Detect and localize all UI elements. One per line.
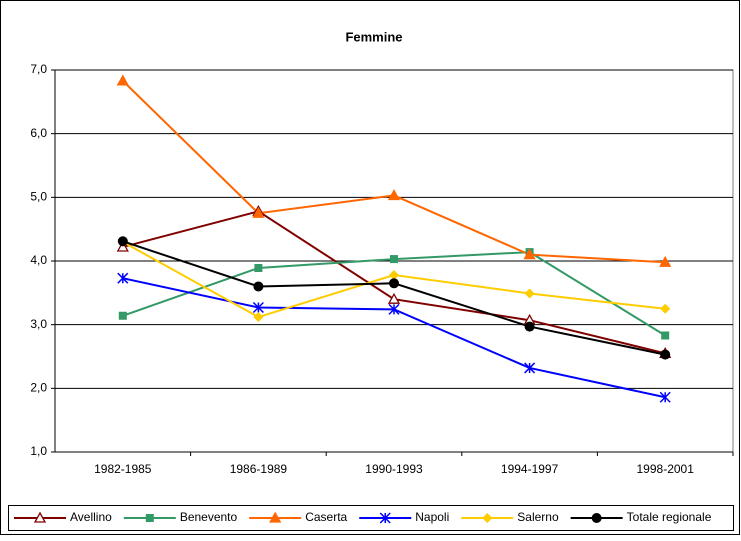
marker xyxy=(389,270,399,281)
x-tick-label: 1982-1985 xyxy=(94,462,152,476)
legend-marker xyxy=(145,514,154,522)
marker xyxy=(661,331,670,340)
marker xyxy=(524,321,535,332)
legend-marker xyxy=(33,511,47,523)
marker xyxy=(252,301,264,314)
marker xyxy=(524,362,536,374)
legend-item: Totale regionale xyxy=(570,510,712,524)
legend-marker xyxy=(269,511,282,523)
marker xyxy=(252,206,265,218)
marker xyxy=(659,255,672,267)
marker xyxy=(387,292,401,304)
x-tick-label: 1998-2001 xyxy=(637,462,695,476)
legend-item: Salerno xyxy=(461,510,559,524)
x-tick-label: 1994-1997 xyxy=(501,462,559,476)
marker xyxy=(253,312,264,323)
marker xyxy=(389,278,399,289)
y-tick-label: 7,0 xyxy=(30,62,47,76)
marker xyxy=(388,303,400,315)
marker xyxy=(387,189,401,201)
y-tick-label: 4,0 xyxy=(30,253,47,267)
legend-item: Avellino xyxy=(14,510,112,524)
y-tick-label: 1,0 xyxy=(30,444,47,458)
legend-item: Caserta xyxy=(249,510,348,524)
legend-marker xyxy=(482,513,493,523)
legend-item: Napoli xyxy=(359,510,449,524)
marker xyxy=(117,272,129,284)
marker xyxy=(523,248,536,260)
legend-label: Napoli xyxy=(415,510,449,524)
y-tick-label: 2,0 xyxy=(30,381,47,395)
marker xyxy=(390,255,398,264)
marker xyxy=(117,236,128,247)
marker xyxy=(660,349,671,360)
marker xyxy=(524,288,535,299)
legend-label: Caserta xyxy=(305,510,347,524)
legend-marker xyxy=(379,512,391,524)
marker xyxy=(659,391,671,403)
y-tick-label: 3,0 xyxy=(30,317,47,331)
y-tick-label: 6,0 xyxy=(30,126,47,140)
chart-title: Femmine xyxy=(345,29,402,44)
legend-marker xyxy=(591,513,602,523)
marker xyxy=(116,74,129,86)
marker xyxy=(254,264,263,273)
y-tick-label: 5,0 xyxy=(30,190,47,204)
marker xyxy=(253,281,264,292)
legend-label: Avellino xyxy=(70,510,112,524)
x-tick-label: 1986-1989 xyxy=(230,462,288,476)
marker xyxy=(118,311,127,320)
legend-label: Salerno xyxy=(517,510,559,524)
legend-label: Benevento xyxy=(180,510,238,524)
legend-label: Totale regionale xyxy=(627,510,712,524)
legend-item: Benevento xyxy=(123,510,238,524)
marker xyxy=(660,303,671,314)
x-tick-label: 1990-1993 xyxy=(365,462,423,476)
